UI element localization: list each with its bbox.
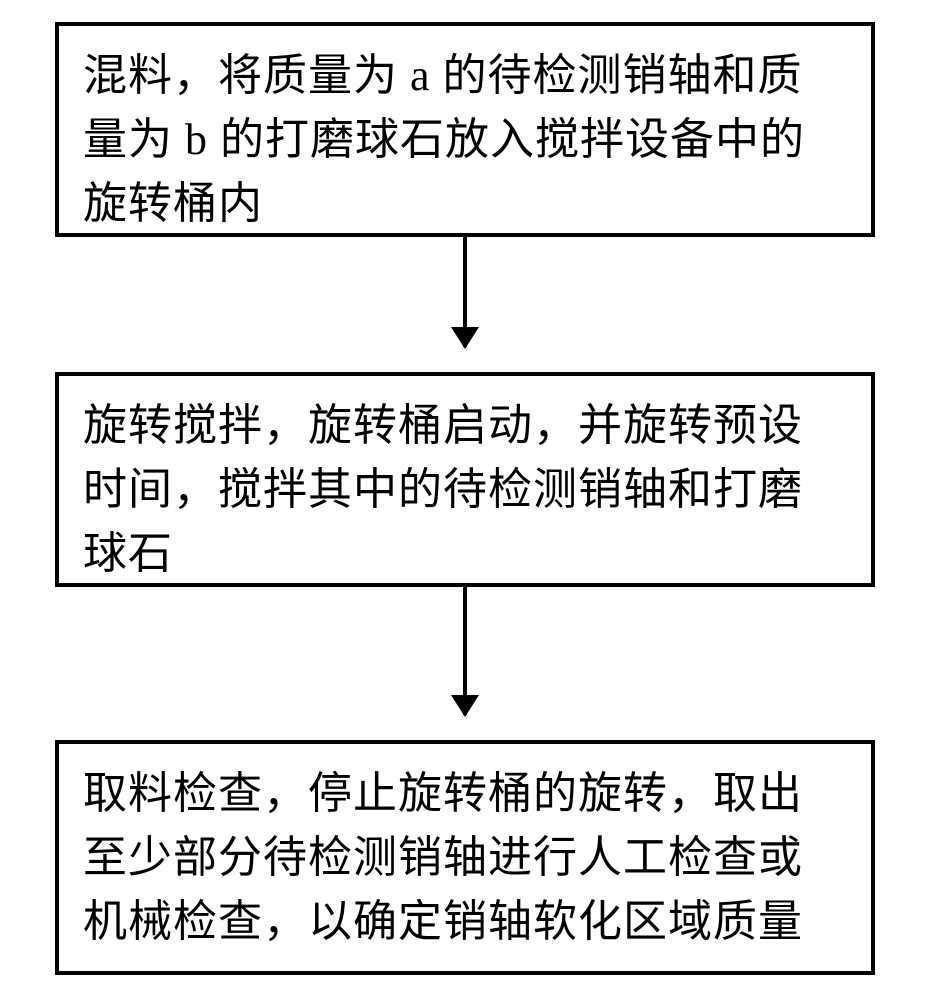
flow-step-2-text: 旋转搅拌，旋转桶启动，并旋转预设时间，搅拌其中的待检测销轴和打磨球石	[83, 401, 803, 578]
flow-step-1-text: 混料，将质量为 a 的待检测销轴和质量为 b 的打磨球石放入搅拌设备中的旋转桶内	[83, 51, 805, 228]
flow-arrow-1	[463, 237, 467, 347]
flow-step-3: 取料检查，停止旋转桶的旋转，取出至少部分待检测销轴进行人工检查或机械检查，以确定…	[55, 740, 875, 975]
flow-arrow-2	[463, 587, 467, 715]
flow-step-1: 混料，将质量为 a 的待检测销轴和质量为 b 的打磨球石放入搅拌设备中的旋转桶内	[55, 22, 875, 237]
flow-step-2: 旋转搅拌，旋转桶启动，并旋转预设时间，搅拌其中的待检测销轴和打磨球石	[55, 372, 875, 587]
flow-step-3-text: 取料检查，停止旋转桶的旋转，取出至少部分待检测销轴进行人工检查或机械检查，以确定…	[83, 769, 803, 946]
